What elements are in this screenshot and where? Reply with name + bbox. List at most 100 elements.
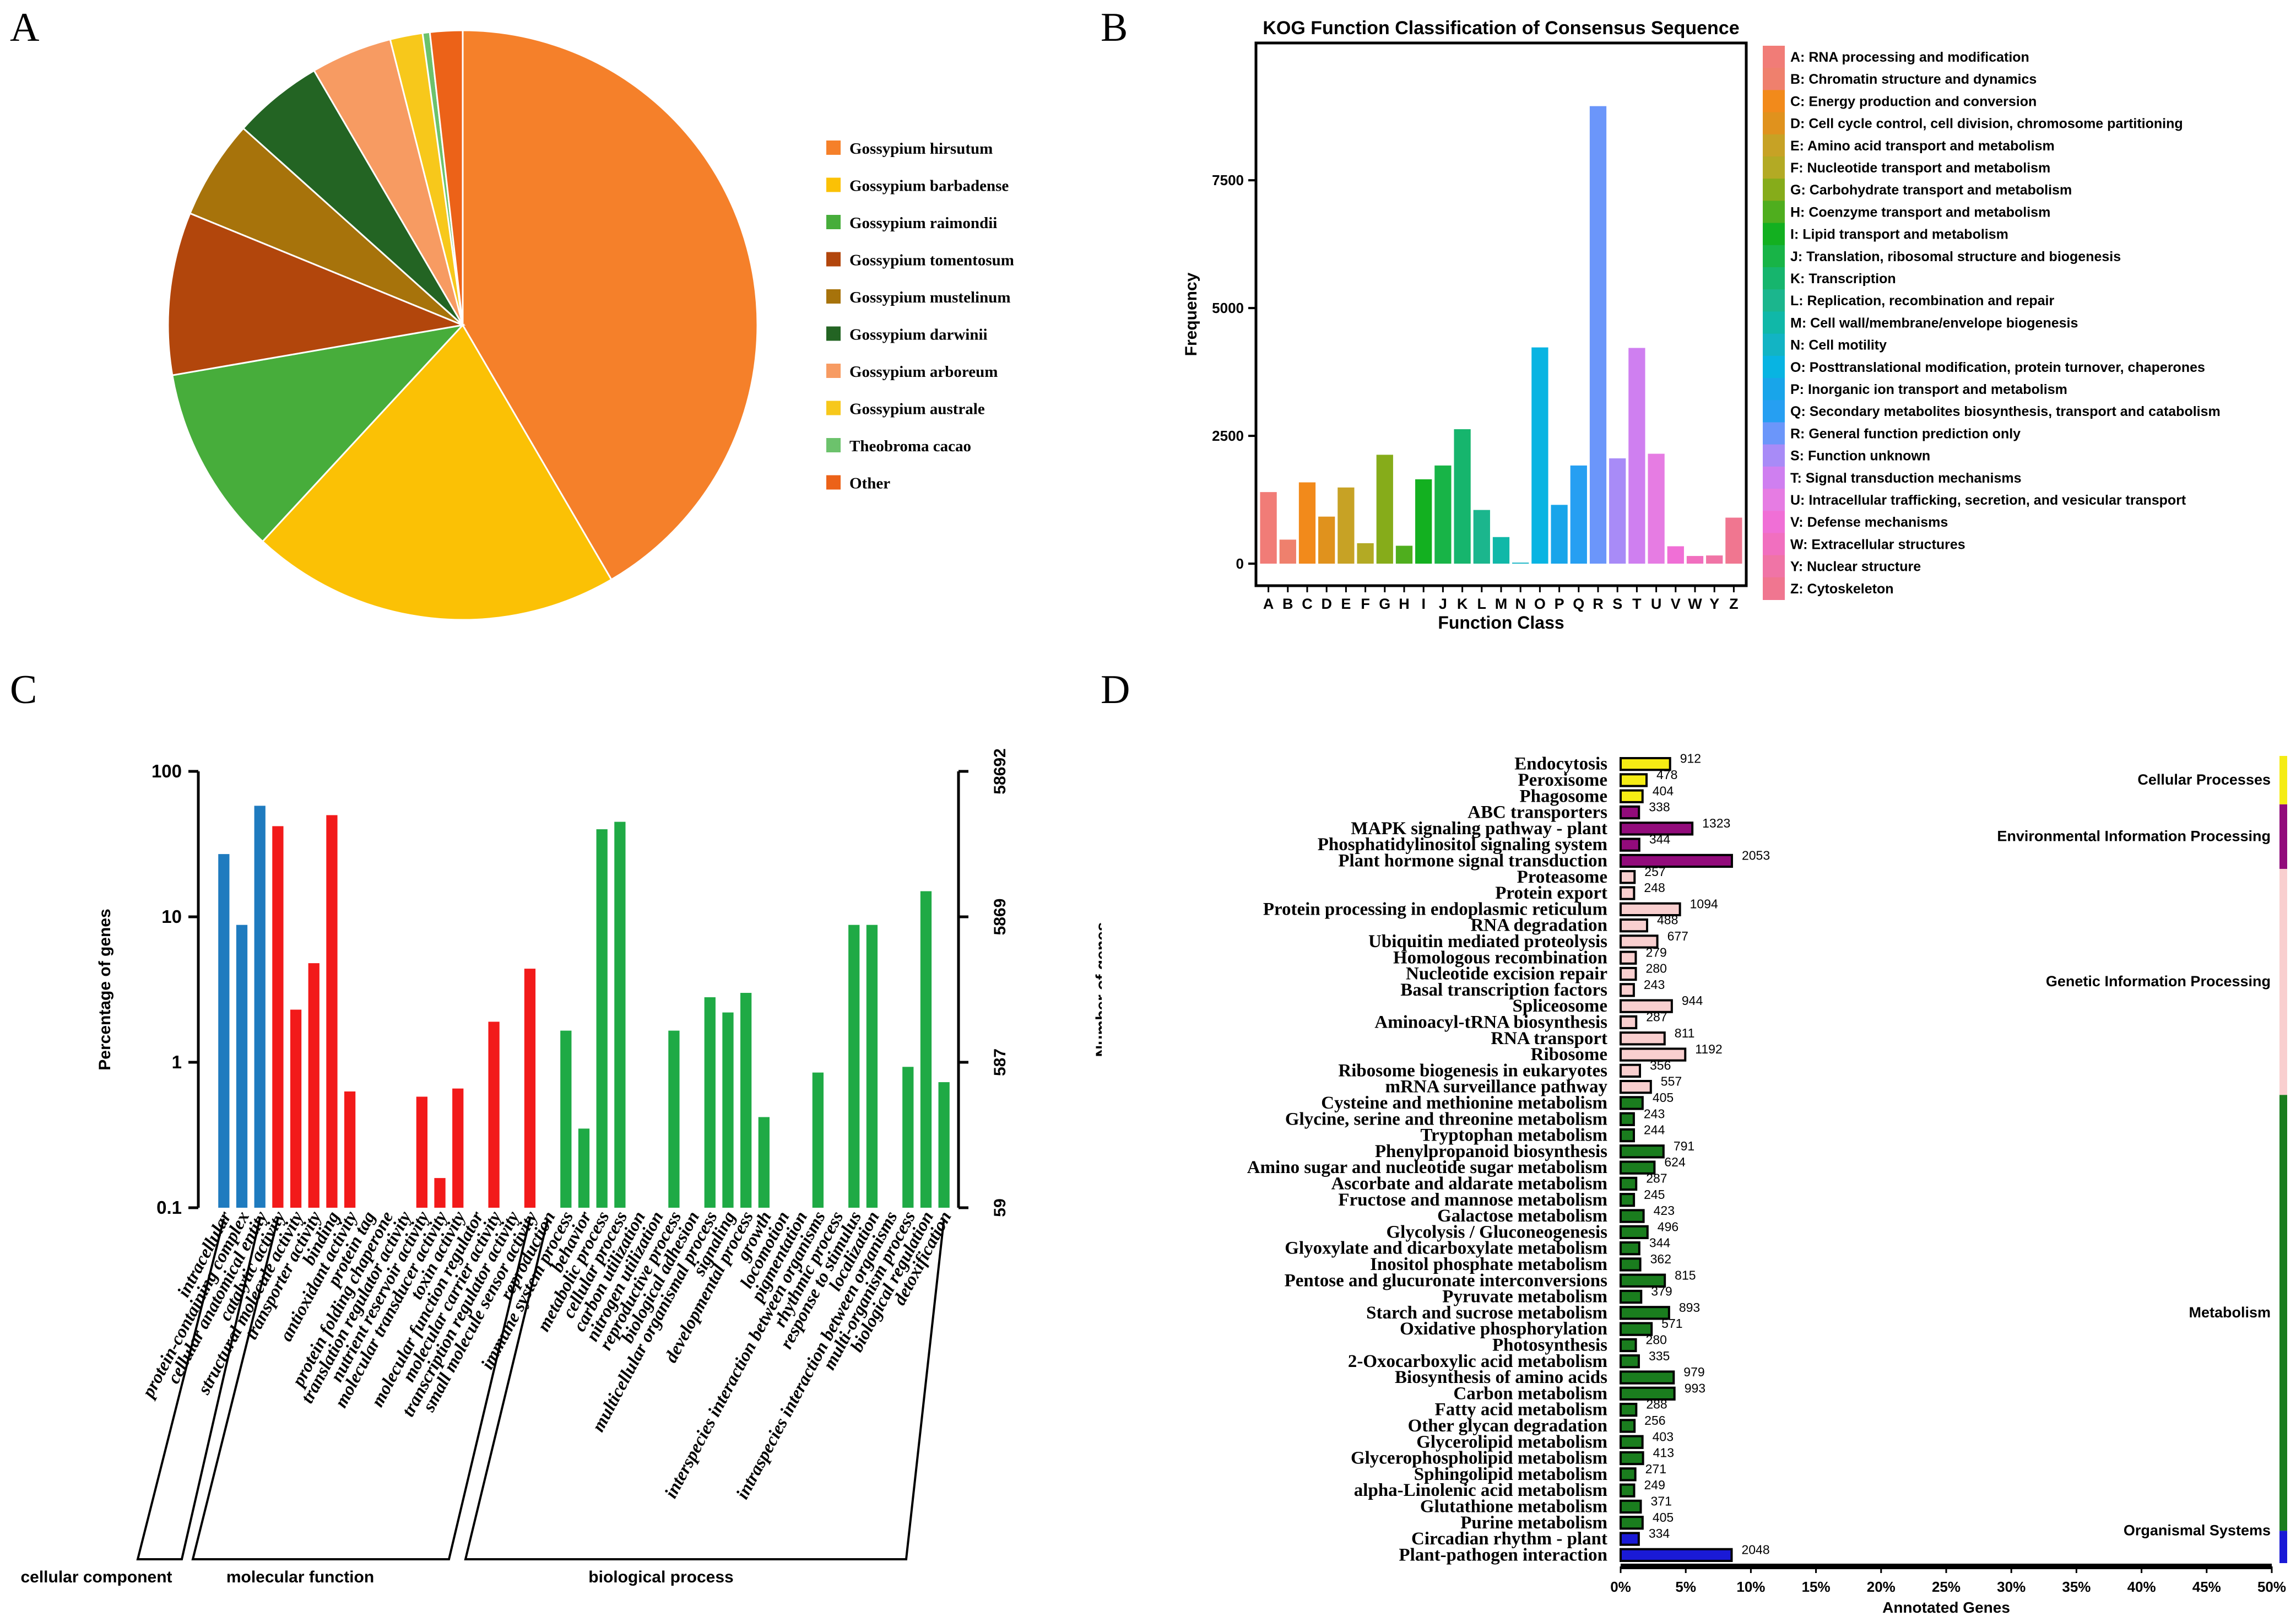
bar [1620,821,1694,836]
bar [1620,1257,1642,1272]
bar [1357,543,1374,564]
value-label: 404 [1653,783,1674,798]
legend-label: J: Translation, ribosomal structure and … [1790,249,2121,264]
row-label: Proteasome [1517,867,1607,887]
x-tick-label: H [1399,596,1410,612]
legend-swatch [1763,68,1785,91]
legend-label: H: Coenzyme transport and metabolism [1790,204,2050,220]
bar [1376,455,1393,564]
x-tick-label: E [1341,596,1351,612]
row-label: Glycine, serine and threonine metabolism [1285,1109,1607,1129]
bar [1628,348,1645,564]
panel-label-a: A [10,5,40,50]
value-label: 413 [1653,1446,1674,1460]
row-label: Phenylpropanoid biosynthesis [1375,1142,1607,1161]
row-label: Sphingolipid metabolism [1414,1464,1607,1484]
bar [1620,1225,1649,1239]
y-tick-label: 100 [151,761,182,781]
bar [1620,870,1636,884]
x-tick-label: 35% [2062,1579,2091,1595]
value-label: 478 [1656,768,1677,782]
bar [1473,510,1490,564]
legend-label: Gossypium darwinii [849,326,988,344]
value-label: 362 [1650,1252,1671,1266]
bar [1648,453,1665,564]
row-label: Plant hormone signal transduction [1338,851,1607,871]
bar [1620,983,1635,997]
y-axis-title: Percentage of genes [96,909,114,1070]
x-tick-label: U [1651,596,1662,612]
legend-label: C: Energy production and conversion [1790,94,2037,109]
bar-chart-panel-d: Endocytosis 912 Peroxisome 478 Phagosome 404 A… [1247,752,2287,1616]
y-tick-label-right: 59 [991,1198,1009,1217]
bar [1531,347,1548,564]
row-label: Protein export [1495,883,1607,903]
x-tick-label: 30% [1997,1579,2026,1595]
legend-label: M: Cell wall/membrane/envelope biogenesi… [1790,315,2078,331]
value-label: 1323 [1702,816,1730,830]
row-label: Tryptophan metabolism [1420,1126,1607,1145]
row-label: Homologous recombination [1393,948,1607,968]
legend-swatch [1763,311,1785,334]
value-label: 557 [1661,1074,1682,1089]
bar [218,854,230,1208]
bar [1620,1532,1640,1546]
x-tick-label: L [1477,596,1487,612]
row-label: Fatty acid metabolism [1435,1400,1607,1420]
row-label: Glutathione metabolism [1420,1496,1607,1516]
legend-label: K: Transcription [1790,271,1896,287]
bar [1620,1403,1638,1417]
bar [1620,805,1640,820]
legend-swatch [826,177,841,192]
y-tick-label: 7500 [1212,172,1244,188]
row-label: Ribosome [1531,1045,1607,1064]
bar [1620,1386,1676,1401]
row-label: Starch and sucrose metabolism [1366,1303,1607,1323]
row-label: Pyruvate metabolism [1442,1287,1607,1307]
row-label: MAPK signaling pathway - plant [1351,819,1607,839]
bar [722,1012,734,1208]
x-tick-label: 25% [1932,1579,1961,1595]
bar [1318,516,1335,564]
bar [1260,492,1277,564]
row-label: Basal transcription factors [1400,980,1607,1000]
row-label: Glycolysis / Gluconeogenesis [1386,1222,1607,1242]
value-label: 344 [1649,1236,1671,1250]
bar [1620,1096,1644,1110]
value-label: 338 [1649,800,1670,814]
row-label: Amino sugar and nucleotide sugar metabol… [1247,1158,1607,1177]
value-label: 280 [1646,961,1667,976]
value-label: 334 [1649,1526,1670,1541]
x-axis-title: Annotated Genes [1882,1599,2010,1616]
legend-label: E: Amino acid transport and metabolism [1790,138,2055,154]
legend-label: V: Defense mechanisms [1790,515,1948,530]
bar [1620,1419,1636,1433]
bar [1620,1241,1640,1256]
legend-swatch [1763,489,1785,512]
legend-swatch [826,326,841,341]
group-label: molecular function [226,1568,374,1586]
legend-label: N: Cell motility [1790,338,1887,353]
bar [1589,106,1607,564]
legend-label: G: Carbohydrate transport and metabolism [1790,182,2072,198]
bar [1395,545,1413,564]
legend-label: Gossypium raimondii [849,214,997,232]
bar [560,1030,572,1208]
bar [902,1067,914,1208]
value-label: 912 [1680,752,1701,766]
row-label: Glycerolipid metabolism [1416,1432,1607,1452]
bar [488,1022,500,1208]
x-tick-label: O [1534,596,1546,612]
group-bracket [191,1218,531,1560]
bar [434,1178,446,1208]
value-label: 379 [1651,1284,1672,1299]
bar [1620,1063,1642,1078]
x-tick-label: 50% [2257,1579,2286,1595]
pie-slice [261,323,613,621]
bar [1620,1483,1636,1498]
panel-label-d: D [1101,667,1130,712]
legend-swatch [826,140,841,155]
legend-swatch [1763,267,1785,290]
x-tick-label: A [1263,596,1274,612]
bar [1620,1112,1635,1126]
